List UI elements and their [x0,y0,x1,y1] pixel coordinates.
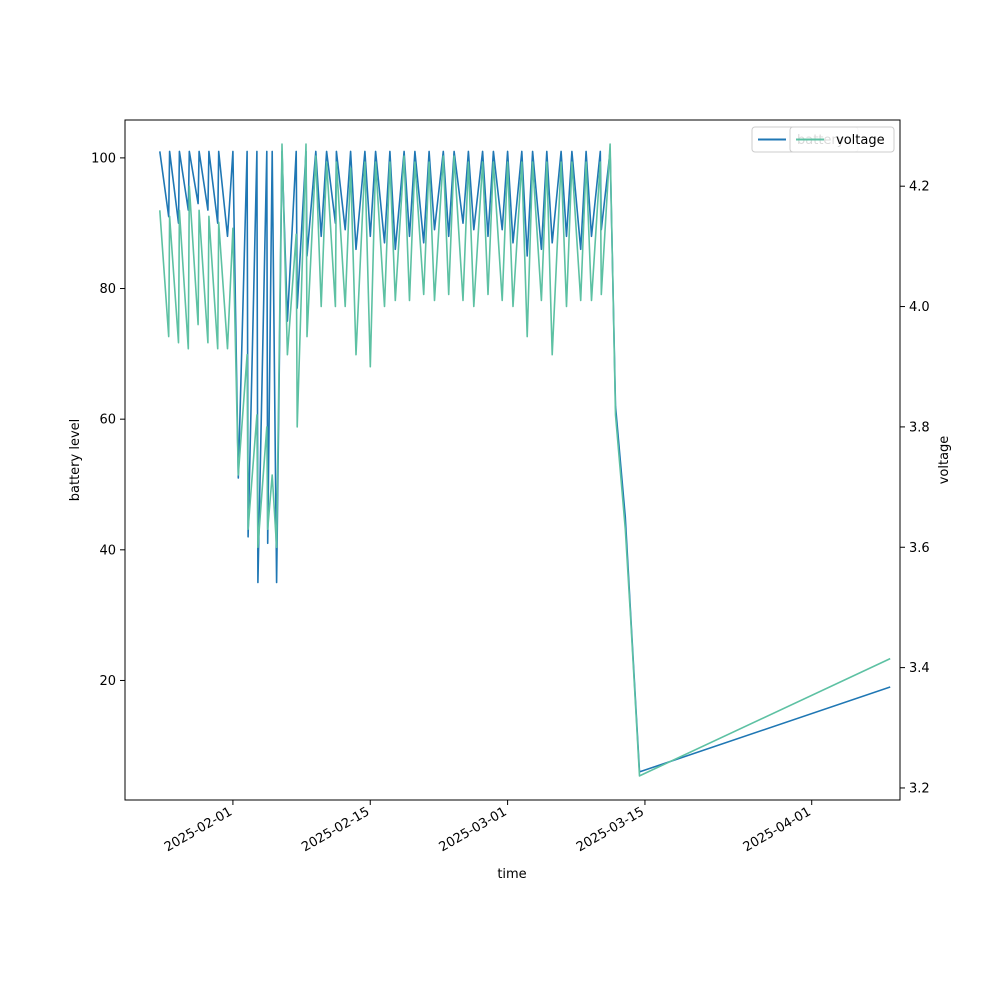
y-axis-left: 20 40 60 80 100 [91,151,125,689]
x-tick-label: 2025-04-01 [741,804,814,855]
y-right-tick-label: 3.2 [909,781,930,796]
y-left-tick-label: 80 [99,282,116,297]
x-tick-label: 2025-03-01 [437,804,510,855]
x-tick-label: 2025-02-01 [162,804,235,855]
x-tick-label: 2025-03-15 [574,804,647,855]
y-axis-left-label: battery level [68,419,83,502]
series-line-battery [159,150,891,773]
plot-area [159,143,891,777]
y-right-tick-label: 3.6 [909,541,930,556]
legend-voltage-label: voltage [836,133,885,148]
axes-frame [124,119,901,801]
series-line-voltage [159,143,891,777]
y-axis-right: 3.2 3.4 3.6 3.8 4.0 4.2 [900,180,930,796]
y-left-tick-label: 100 [91,151,116,166]
y-right-tick-label: 4.0 [909,300,930,315]
y-right-tick-label: 3.8 [909,420,930,435]
x-axis: 2025-02-01 2025-02-15 2025-03-01 2025-03-15… [162,800,814,855]
y-right-tick-label: 4.2 [909,180,930,195]
y-left-tick-label: 40 [99,543,116,558]
y-left-tick-label: 20 [99,674,116,689]
y-left-tick-label: 60 [99,413,116,428]
y-axis-right-label: voltage [937,436,952,485]
legend-voltage: voltage [789,126,895,153]
x-tick-label: 2025-02-15 [299,804,372,855]
y-right-tick-label: 3.4 [909,661,930,676]
x-axis-label: time [497,867,526,882]
